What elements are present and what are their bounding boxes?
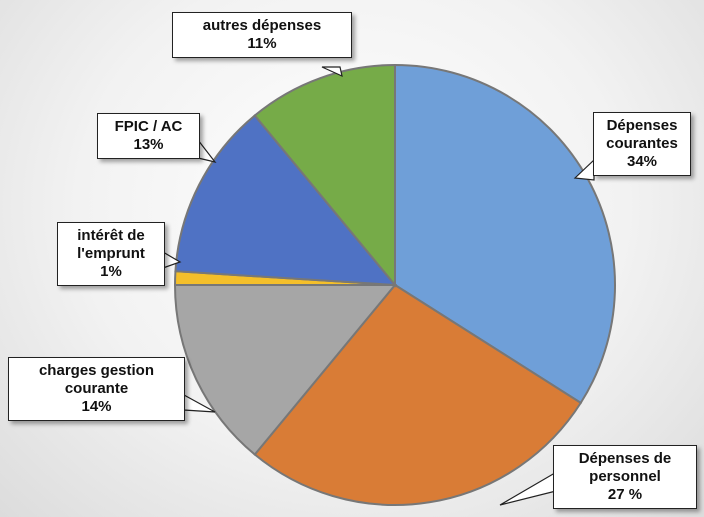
value-label: 27 % — [607, 486, 643, 503]
label-box: Dépenses de personnel 27 % — [553, 445, 697, 509]
value-label: 13% — [133, 136, 164, 153]
pie-slice — [174, 114, 398, 287]
value-label: 34% — [626, 153, 658, 170]
pointer — [499, 468, 561, 506]
category-label: autres dépenses — [202, 17, 322, 34]
value-label: 11% — [247, 35, 277, 52]
category-label: intérêt de l'emprunt — [77, 227, 145, 262]
label-box: charges gestion courante 14% — [8, 357, 185, 421]
label-box: autres dépenses 11% — [172, 12, 352, 58]
category-label: Dépenses courantes — [606, 117, 678, 152]
value-label: 14% — [81, 398, 112, 415]
category-label: charges gestion courante — [38, 362, 155, 397]
value-label: 1% — [100, 263, 122, 280]
pie-slice — [253, 283, 583, 506]
label-box: Dépenses courantes 34% — [593, 112, 691, 176]
pie-slice — [253, 63, 396, 288]
pie-slice — [173, 284, 398, 456]
category-label: FPIC / AC — [114, 118, 183, 135]
pie — [173, 63, 616, 506]
label-box: FPIC / AC 13% — [97, 113, 200, 159]
label-box: intérêt de l'emprunt 1% — [57, 222, 165, 286]
pointer — [321, 66, 343, 78]
pointer — [197, 138, 217, 163]
category-label: Dépenses de personnel — [578, 450, 672, 485]
